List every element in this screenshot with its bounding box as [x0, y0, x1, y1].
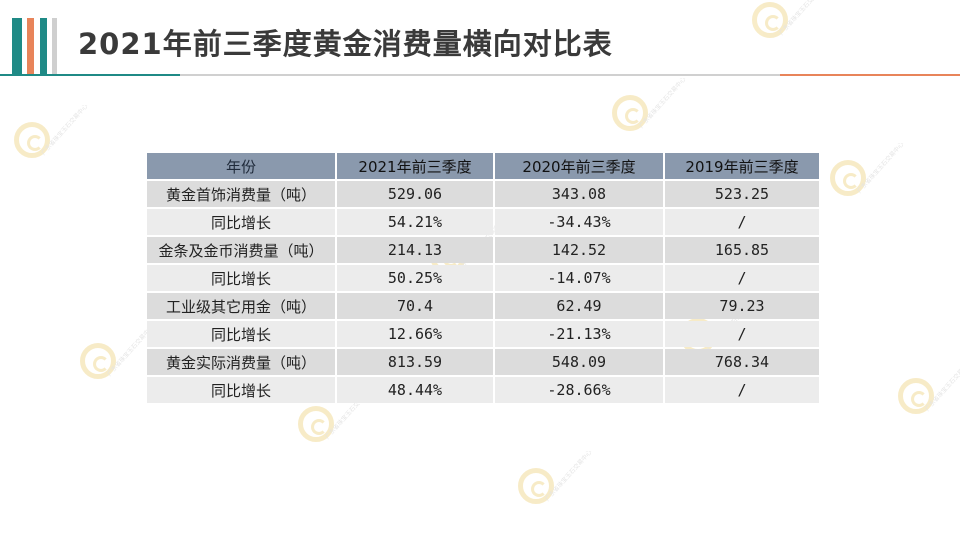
row-label: 同比增长 — [147, 209, 335, 235]
table-cell: / — [665, 321, 819, 347]
table-row: 工业级其它用金（吨） 70.4 62.49 79.23 — [147, 293, 819, 319]
table-header-row: 年份 2021年前三季度 2020年前三季度 2019年前三季度 — [147, 153, 819, 179]
watermark: 广东省珠宝玉石交易中心 — [298, 387, 373, 442]
gold-exchange-logo-icon — [898, 378, 934, 414]
table-cell: 529.06 — [337, 181, 493, 207]
table-row: 黄金实际消费量（吨） 813.59 548.09 768.34 — [147, 349, 819, 375]
watermark: 广东省珠宝玉石交易中心 — [898, 359, 960, 414]
row-label: 同比增长 — [147, 265, 335, 291]
table-header-cell: 2021年前三季度 — [337, 153, 493, 179]
table-header-cell: 2020年前三季度 — [495, 153, 663, 179]
table-cell: 142.52 — [495, 237, 663, 263]
table-cell: 54.21% — [337, 209, 493, 235]
gold-exchange-logo-icon — [518, 468, 554, 504]
table-cell: 813.59 — [337, 349, 493, 375]
table-row: 黄金首饰消费量（吨） 529.06 343.08 523.25 — [147, 181, 819, 207]
watermark: 广东省珠宝玉石交易中心 — [612, 76, 687, 131]
table-cell: 343.08 — [495, 181, 663, 207]
table-row: 同比增长 12.66% -21.13% / — [147, 321, 819, 347]
table-row: 同比增长 48.44% -28.66% / — [147, 377, 819, 403]
consumption-table: 年份 2021年前三季度 2020年前三季度 2019年前三季度 黄金首饰消费量… — [145, 151, 821, 405]
table-cell: -21.13% — [495, 321, 663, 347]
gold-exchange-logo-icon — [80, 343, 116, 379]
header-line-gray — [180, 74, 780, 76]
table-cell: 214.13 — [337, 237, 493, 263]
table-cell: / — [665, 209, 819, 235]
row-label: 黄金实际消费量（吨） — [147, 349, 335, 375]
header-bar-orange — [27, 18, 34, 74]
watermark: 广东省珠宝玉石交易中心 — [752, 0, 827, 38]
watermark-text: 广东省珠宝玉石交易中心 — [544, 448, 594, 503]
header-line-orange — [780, 74, 960, 76]
table-header-cell: 2019年前三季度 — [665, 153, 819, 179]
table-cell: 70.4 — [337, 293, 493, 319]
gold-exchange-logo-icon — [298, 406, 334, 442]
gold-exchange-logo-icon — [14, 122, 50, 158]
header-bar-teal-1 — [12, 18, 22, 74]
watermark: 广东省珠宝玉石交易中心 — [14, 103, 89, 158]
table-cell: / — [665, 377, 819, 403]
table-cell: -34.43% — [495, 209, 663, 235]
table-cell: 548.09 — [495, 349, 663, 375]
row-label: 同比增长 — [147, 321, 335, 347]
watermark-text: 广东省珠宝玉石交易中心 — [856, 140, 906, 195]
watermark: 广东省珠宝玉石交易中心 — [830, 141, 905, 196]
watermark-text: 广东省珠宝玉石交易中心 — [638, 75, 688, 130]
table-row: 同比增长 54.21% -34.43% / — [147, 209, 819, 235]
row-label: 同比增长 — [147, 377, 335, 403]
watermark-text: 广东省珠宝玉石交易中心 — [924, 358, 960, 413]
gold-exchange-logo-icon — [752, 2, 788, 38]
table-cell: -14.07% — [495, 265, 663, 291]
gold-exchange-logo-icon — [612, 95, 648, 131]
table-cell: 523.25 — [665, 181, 819, 207]
table-header-cell: 年份 — [147, 153, 335, 179]
table-row: 同比增长 50.25% -14.07% / — [147, 265, 819, 291]
table-cell: 165.85 — [665, 237, 819, 263]
table-cell: 50.25% — [337, 265, 493, 291]
row-label: 黄金首饰消费量（吨） — [147, 181, 335, 207]
header-line-teal — [0, 74, 180, 76]
header-bar-teal-2 — [40, 18, 47, 74]
table-cell: 62.49 — [495, 293, 663, 319]
row-label: 金条及金币消费量（吨） — [147, 237, 335, 263]
page-title: 2021年前三季度黄金消费量横向对比表 — [78, 27, 613, 61]
table-cell: -28.66% — [495, 377, 663, 403]
table-cell: 48.44% — [337, 377, 493, 403]
table-row: 金条及金币消费量（吨） 214.13 142.52 165.85 — [147, 237, 819, 263]
watermark: 广东省珠宝玉石交易中心 — [80, 324, 155, 379]
table-cell: / — [665, 265, 819, 291]
watermark-text: 广东省珠宝玉石交易中心 — [40, 102, 90, 157]
table-cell: 768.34 — [665, 349, 819, 375]
gold-exchange-logo-icon — [830, 160, 866, 196]
watermark: 广东省珠宝玉石交易中心 — [518, 449, 593, 504]
table-cell: 79.23 — [665, 293, 819, 319]
table-cell: 12.66% — [337, 321, 493, 347]
watermark-text: 广东省珠宝玉石交易中心 — [778, 0, 828, 37]
header-bar-gray — [52, 18, 57, 74]
row-label: 工业级其它用金（吨） — [147, 293, 335, 319]
